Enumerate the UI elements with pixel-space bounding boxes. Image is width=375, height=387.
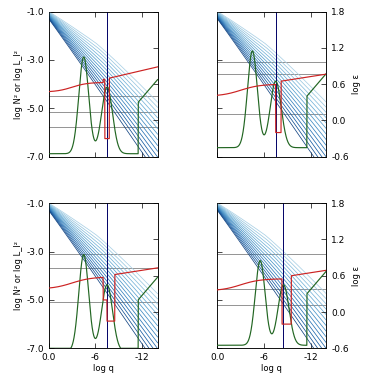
X-axis label: log q: log q bbox=[93, 363, 114, 373]
Y-axis label: log N² or log L_l²: log N² or log L_l² bbox=[15, 241, 24, 310]
Y-axis label: log ε: log ε bbox=[351, 266, 360, 286]
X-axis label: log q: log q bbox=[261, 363, 282, 373]
Y-axis label: log ε: log ε bbox=[351, 74, 360, 94]
Y-axis label: log N² or log L_l²: log N² or log L_l² bbox=[15, 50, 24, 119]
